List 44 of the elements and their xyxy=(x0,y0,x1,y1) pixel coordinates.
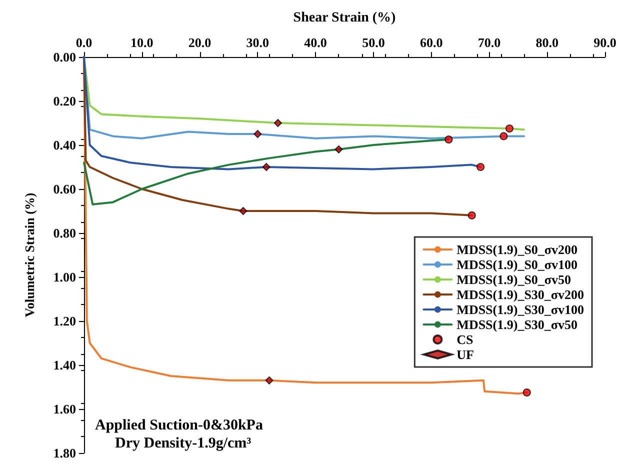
x-tick-label: 60.0 xyxy=(420,35,443,50)
x-tick-label: 20.0 xyxy=(188,35,212,50)
y-tick-label: 0.00 xyxy=(53,50,76,64)
point xyxy=(444,136,453,144)
legend-label: MDSS(1.9)_S0_σv200 xyxy=(456,242,578,257)
legend-label: MDSS(1.9)_S0_σv50 xyxy=(456,272,571,287)
x-axis-title: Shear Strain (%) xyxy=(293,10,396,26)
y-tick-label: 0.80 xyxy=(53,226,76,240)
point xyxy=(505,124,514,132)
legend-label: MDSS(1.9)_S30_σv50 xyxy=(456,317,578,332)
point xyxy=(468,211,476,220)
annotation: Dry Density-1.9g/cm³ xyxy=(115,436,252,452)
y-tick-label: 1.80 xyxy=(53,446,76,460)
x-tick-label: 90.0 xyxy=(594,35,616,50)
legend-label: UF xyxy=(456,347,474,362)
point xyxy=(500,132,508,140)
annotation: Applied Suction-0&30kPa xyxy=(95,418,264,434)
y-tick-label: 0.40 xyxy=(53,138,76,152)
y-axis-title: Volumetric Strain (%) xyxy=(22,192,37,318)
x-tick-label: 40.0 xyxy=(304,35,327,50)
x-tick-label: 30.0 xyxy=(246,35,270,50)
legend-label: MDSS(1.9)_S0_σv100 xyxy=(456,257,578,272)
y-tick-label: 0.60 xyxy=(53,182,76,196)
legend-label: CS xyxy=(456,332,474,347)
legend-label: MDSS(1.9)_S30_σv100 xyxy=(456,302,584,317)
point xyxy=(476,163,485,171)
y-tick-label: 1.00 xyxy=(53,270,76,284)
y-tick-label: 1.40 xyxy=(53,358,76,372)
point xyxy=(265,376,274,384)
x-tick-label: 50.0 xyxy=(362,35,385,50)
point xyxy=(254,130,262,138)
legend-label: MDSS(1.9)_S30_σv200 xyxy=(456,287,584,302)
point xyxy=(334,145,343,154)
point xyxy=(262,163,270,171)
x-tick-label: 80.0 xyxy=(536,35,558,50)
y-tick-label: 0.20 xyxy=(53,94,76,108)
y-tick-label: 1.20 xyxy=(53,314,76,328)
point xyxy=(274,119,282,127)
x-tick-label: 0.0 xyxy=(76,35,92,50)
point xyxy=(522,388,531,396)
point xyxy=(239,207,248,215)
x-tick-label: 10.0 xyxy=(130,35,154,50)
y-tick-label: 1.60 xyxy=(53,402,76,416)
x-tick-label: 70.0 xyxy=(478,35,501,50)
